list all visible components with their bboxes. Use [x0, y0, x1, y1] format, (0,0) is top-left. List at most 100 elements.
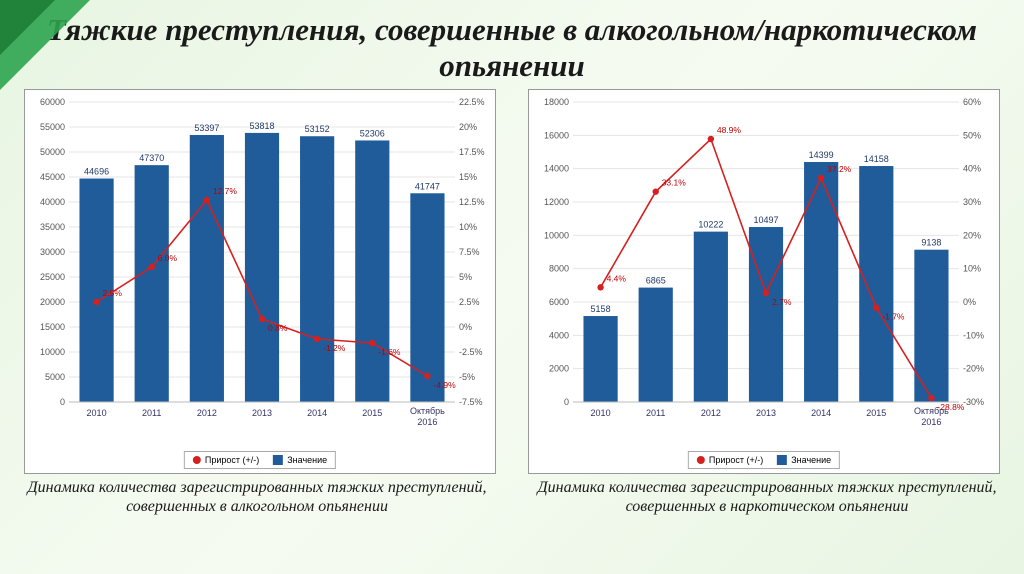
legend-bar-label: Значение — [791, 455, 831, 465]
svg-text:35000: 35000 — [40, 222, 65, 232]
svg-text:2014: 2014 — [307, 408, 327, 418]
svg-text:-2.5%: -2.5% — [459, 347, 483, 357]
legend-swatch-icon — [273, 455, 283, 465]
svg-text:2.5%: 2.5% — [459, 297, 480, 307]
svg-text:60%: 60% — [963, 97, 981, 107]
svg-text:44696: 44696 — [84, 167, 109, 177]
svg-text:50%: 50% — [963, 131, 981, 141]
svg-text:14158: 14158 — [864, 154, 889, 164]
svg-text:52306: 52306 — [360, 129, 385, 139]
svg-text:60000: 60000 — [40, 97, 65, 107]
page-title: Тяжкие преступления, совершенные в алког… — [0, 0, 1024, 89]
svg-text:12.7%: 12.7% — [213, 186, 238, 196]
chart-alcohol: 0 5000 10000 15000 20000 25000 30000 35000 40000… — [24, 89, 496, 474]
svg-text:12000: 12000 — [544, 197, 569, 207]
svg-text:-1.2%: -1.2% — [323, 343, 346, 353]
svg-text:2011: 2011 — [142, 408, 161, 418]
svg-text:-4.9%: -4.9% — [433, 380, 456, 390]
svg-text:2015: 2015 — [866, 408, 886, 418]
svg-text:5%: 5% — [459, 272, 472, 282]
legend-swatch-icon — [777, 455, 787, 465]
svg-text:2013: 2013 — [252, 408, 272, 418]
svg-text:-20%: -20% — [963, 364, 984, 374]
svg-text:20000: 20000 — [40, 297, 65, 307]
svg-text:40%: 40% — [963, 164, 981, 174]
svg-text:2016: 2016 — [921, 417, 941, 427]
legend-dot-icon — [193, 456, 201, 464]
legend-line-label: Прирост (+/-) — [205, 455, 259, 465]
svg-text:2010: 2010 — [591, 408, 611, 418]
svg-text:37.2%: 37.2% — [827, 164, 852, 174]
svg-text:18000: 18000 — [544, 97, 569, 107]
svg-text:15%: 15% — [459, 172, 477, 182]
svg-text:4000: 4000 — [549, 331, 569, 341]
svg-text:14399: 14399 — [809, 150, 834, 160]
svg-text:20%: 20% — [459, 122, 477, 132]
svg-text:15000: 15000 — [40, 322, 65, 332]
svg-text:2012: 2012 — [701, 408, 721, 418]
legend: Прирост (+/-) Значение — [688, 451, 840, 469]
legend-dot-icon — [697, 456, 705, 464]
svg-text:47370: 47370 — [139, 153, 164, 163]
legend: Прирост (+/-) Значение — [184, 451, 336, 469]
svg-text:22.5%: 22.5% — [459, 97, 485, 107]
svg-text:-1.6%: -1.6% — [378, 347, 401, 357]
svg-text:6865: 6865 — [646, 276, 666, 286]
svg-text:48.9%: 48.9% — [717, 125, 742, 135]
charts-row: 0500010000150002000025000300003500040000… — [0, 89, 1024, 474]
svg-text:9138: 9138 — [921, 238, 941, 248]
svg-text:0%: 0% — [963, 297, 976, 307]
svg-text:0%: 0% — [459, 322, 472, 332]
svg-text:17.5%: 17.5% — [459, 147, 485, 157]
svg-text:30%: 30% — [963, 197, 981, 207]
svg-text:2015: 2015 — [362, 408, 382, 418]
svg-text:0: 0 — [60, 397, 65, 407]
svg-text:2011: 2011 — [646, 408, 665, 418]
svg-text:2014: 2014 — [811, 408, 831, 418]
svg-text:55000: 55000 — [40, 122, 65, 132]
svg-text:41747: 41747 — [415, 182, 440, 192]
svg-text:4.4%: 4.4% — [607, 274, 627, 284]
svg-text:10222: 10222 — [698, 220, 723, 230]
svg-text:53152: 53152 — [305, 125, 330, 135]
svg-text:30000: 30000 — [40, 247, 65, 257]
svg-text:2016: 2016 — [417, 417, 437, 427]
svg-text:10000: 10000 — [544, 231, 569, 241]
svg-text:40000: 40000 — [40, 197, 65, 207]
svg-text:-10%: -10% — [963, 331, 984, 341]
caption-drugs: Динамика количества зарегистрированных т… — [522, 474, 1012, 516]
svg-text:2010: 2010 — [87, 408, 107, 418]
svg-text:5158: 5158 — [591, 304, 611, 314]
caption-alcohol: Динамика количества зарегистрированных т… — [12, 474, 502, 516]
svg-text:16000: 16000 — [544, 131, 569, 141]
svg-text:20%: 20% — [963, 231, 981, 241]
svg-text:10%: 10% — [459, 222, 477, 232]
svg-text:12.5%: 12.5% — [459, 197, 485, 207]
captions-row: Динамика количества зарегистрированных т… — [0, 474, 1024, 516]
svg-text:0: 0 — [564, 397, 569, 407]
svg-text:2013: 2013 — [756, 408, 776, 418]
svg-text:-7.5%: -7.5% — [459, 397, 483, 407]
svg-text:10000: 10000 — [40, 347, 65, 357]
svg-text:10%: 10% — [963, 264, 981, 274]
svg-text:10497: 10497 — [753, 215, 778, 225]
chart-drugs: 0200040006000800010000120001400016000180… — [528, 89, 1000, 474]
svg-text:2012: 2012 — [197, 408, 217, 418]
svg-text:25000: 25000 — [40, 272, 65, 282]
svg-text:-30%: -30% — [963, 397, 984, 407]
svg-text:45000: 45000 — [40, 172, 65, 182]
svg-text:8000: 8000 — [549, 264, 569, 274]
slide: Тяжкие преступления, совершенные в алког… — [0, 0, 1024, 574]
svg-text:33.1%: 33.1% — [662, 178, 687, 188]
svg-text:0.8%: 0.8% — [268, 323, 288, 333]
svg-text:53818: 53818 — [249, 121, 274, 131]
legend-bar-label: Значение — [287, 455, 327, 465]
svg-text:Октябрь: Октябрь — [410, 406, 445, 416]
svg-text:2.5%: 2.5% — [103, 288, 123, 298]
svg-text:6000: 6000 — [549, 297, 569, 307]
svg-text:7.5%: 7.5% — [459, 247, 480, 257]
svg-text:6.0%: 6.0% — [158, 253, 178, 263]
svg-text:2000: 2000 — [549, 364, 569, 374]
svg-text:5000: 5000 — [45, 372, 65, 382]
svg-text:2.7%: 2.7% — [772, 297, 792, 307]
